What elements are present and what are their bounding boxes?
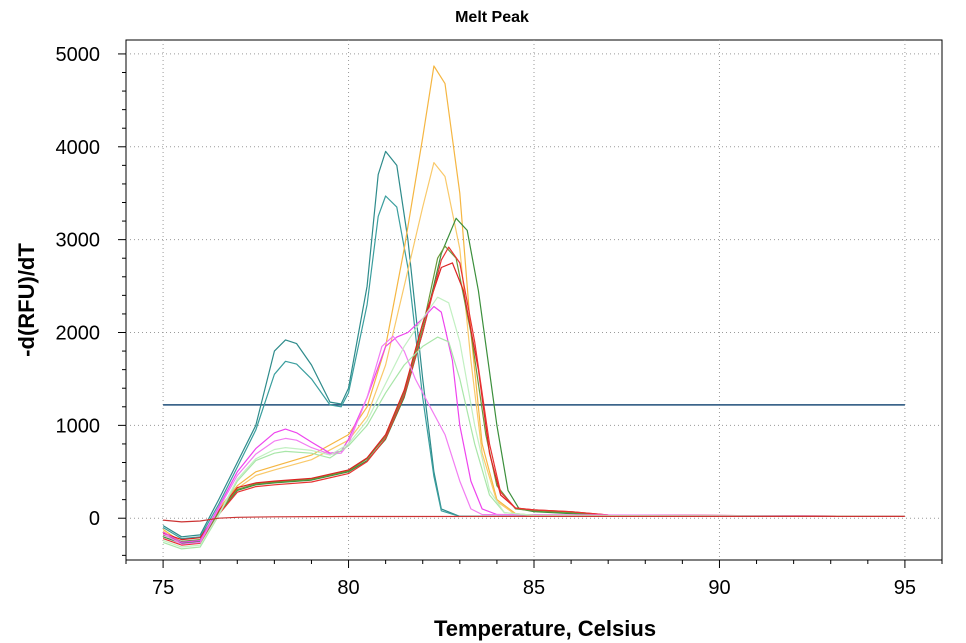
series-line-1	[162, 150, 905, 538]
y-axis-label: -d(RFU)/dT	[14, 243, 39, 357]
x-tick-label: 80	[337, 577, 359, 599]
x-tick-label: 75	[152, 577, 174, 599]
chart-title: Melt Peak	[455, 9, 529, 26]
series-line-12	[162, 296, 905, 548]
series-line-9	[162, 305, 905, 543]
y-tick-label: 3000	[56, 230, 101, 252]
series-line-13	[163, 515, 905, 523]
x-axis-label: Temperature, Celsius	[434, 616, 656, 641]
y-tick-label: 5000	[56, 44, 101, 66]
x-tick-label: 95	[894, 577, 916, 599]
grid	[126, 40, 942, 560]
x-tick-label: 85	[523, 577, 545, 599]
y-tick-label: 2000	[56, 323, 101, 345]
series-line-8	[162, 246, 905, 546]
series-line-6	[162, 245, 905, 542]
x-tick-label: 90	[708, 577, 730, 599]
series-line-2	[162, 195, 905, 540]
y-tick-label: 0	[89, 508, 100, 530]
axis-ticks: 75 80 85 90 95 0 1000 2000 3000 4000 5000	[56, 44, 943, 599]
y-tick-label: 4000	[56, 137, 101, 159]
y-tick-label: 1000	[56, 415, 101, 437]
series-line-11	[162, 336, 905, 550]
series-lines	[162, 65, 905, 550]
